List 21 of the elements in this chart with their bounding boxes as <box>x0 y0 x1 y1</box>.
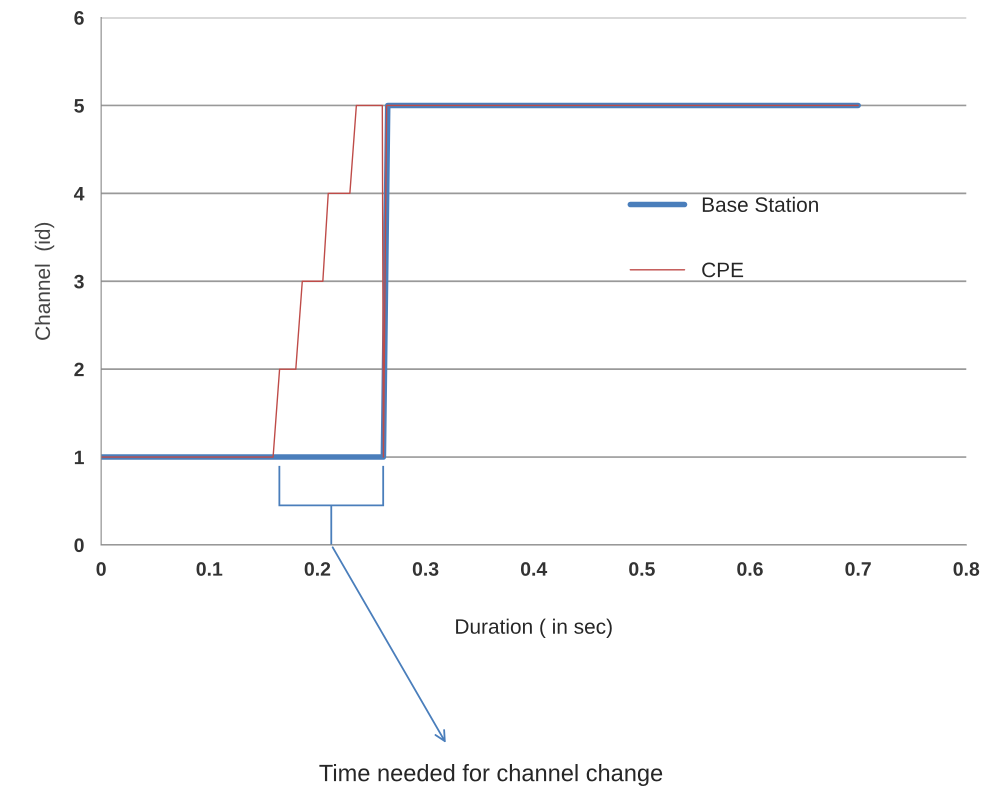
x-tick-label: 0.5 <box>629 562 655 576</box>
y-axis-title: Channel (id) <box>34 222 54 340</box>
text: Time needed for channel change <box>319 764 662 786</box>
x-tick-label: 0 <box>96 562 106 576</box>
y-tick-label: 0 <box>74 538 84 552</box>
y-tick-label: 6 <box>74 11 84 25</box>
x-tick-label: 0.8 <box>954 562 980 576</box>
y-tick-label: 1 <box>74 450 84 464</box>
y-tick-label: 2 <box>74 362 84 376</box>
x-tick-label: 0.1 <box>196 562 222 576</box>
legend-label: Base Station <box>702 196 818 212</box>
x-tick-label: 0.2 <box>304 562 330 576</box>
x-tick-label: 0.3 <box>412 562 438 576</box>
legend-label: CPE <box>702 262 744 278</box>
x-tick-label: 0.6 <box>737 562 763 576</box>
y-tick-label: 3 <box>74 274 84 289</box>
x-axis-title: Duration ( in sec) <box>456 618 612 638</box>
y-tick-label: 5 <box>74 99 84 113</box>
y-tick-label: 4 <box>74 187 84 200</box>
x-tick-label: 0.7 <box>845 562 871 576</box>
x-tick-label: 0.4 <box>520 562 548 576</box>
